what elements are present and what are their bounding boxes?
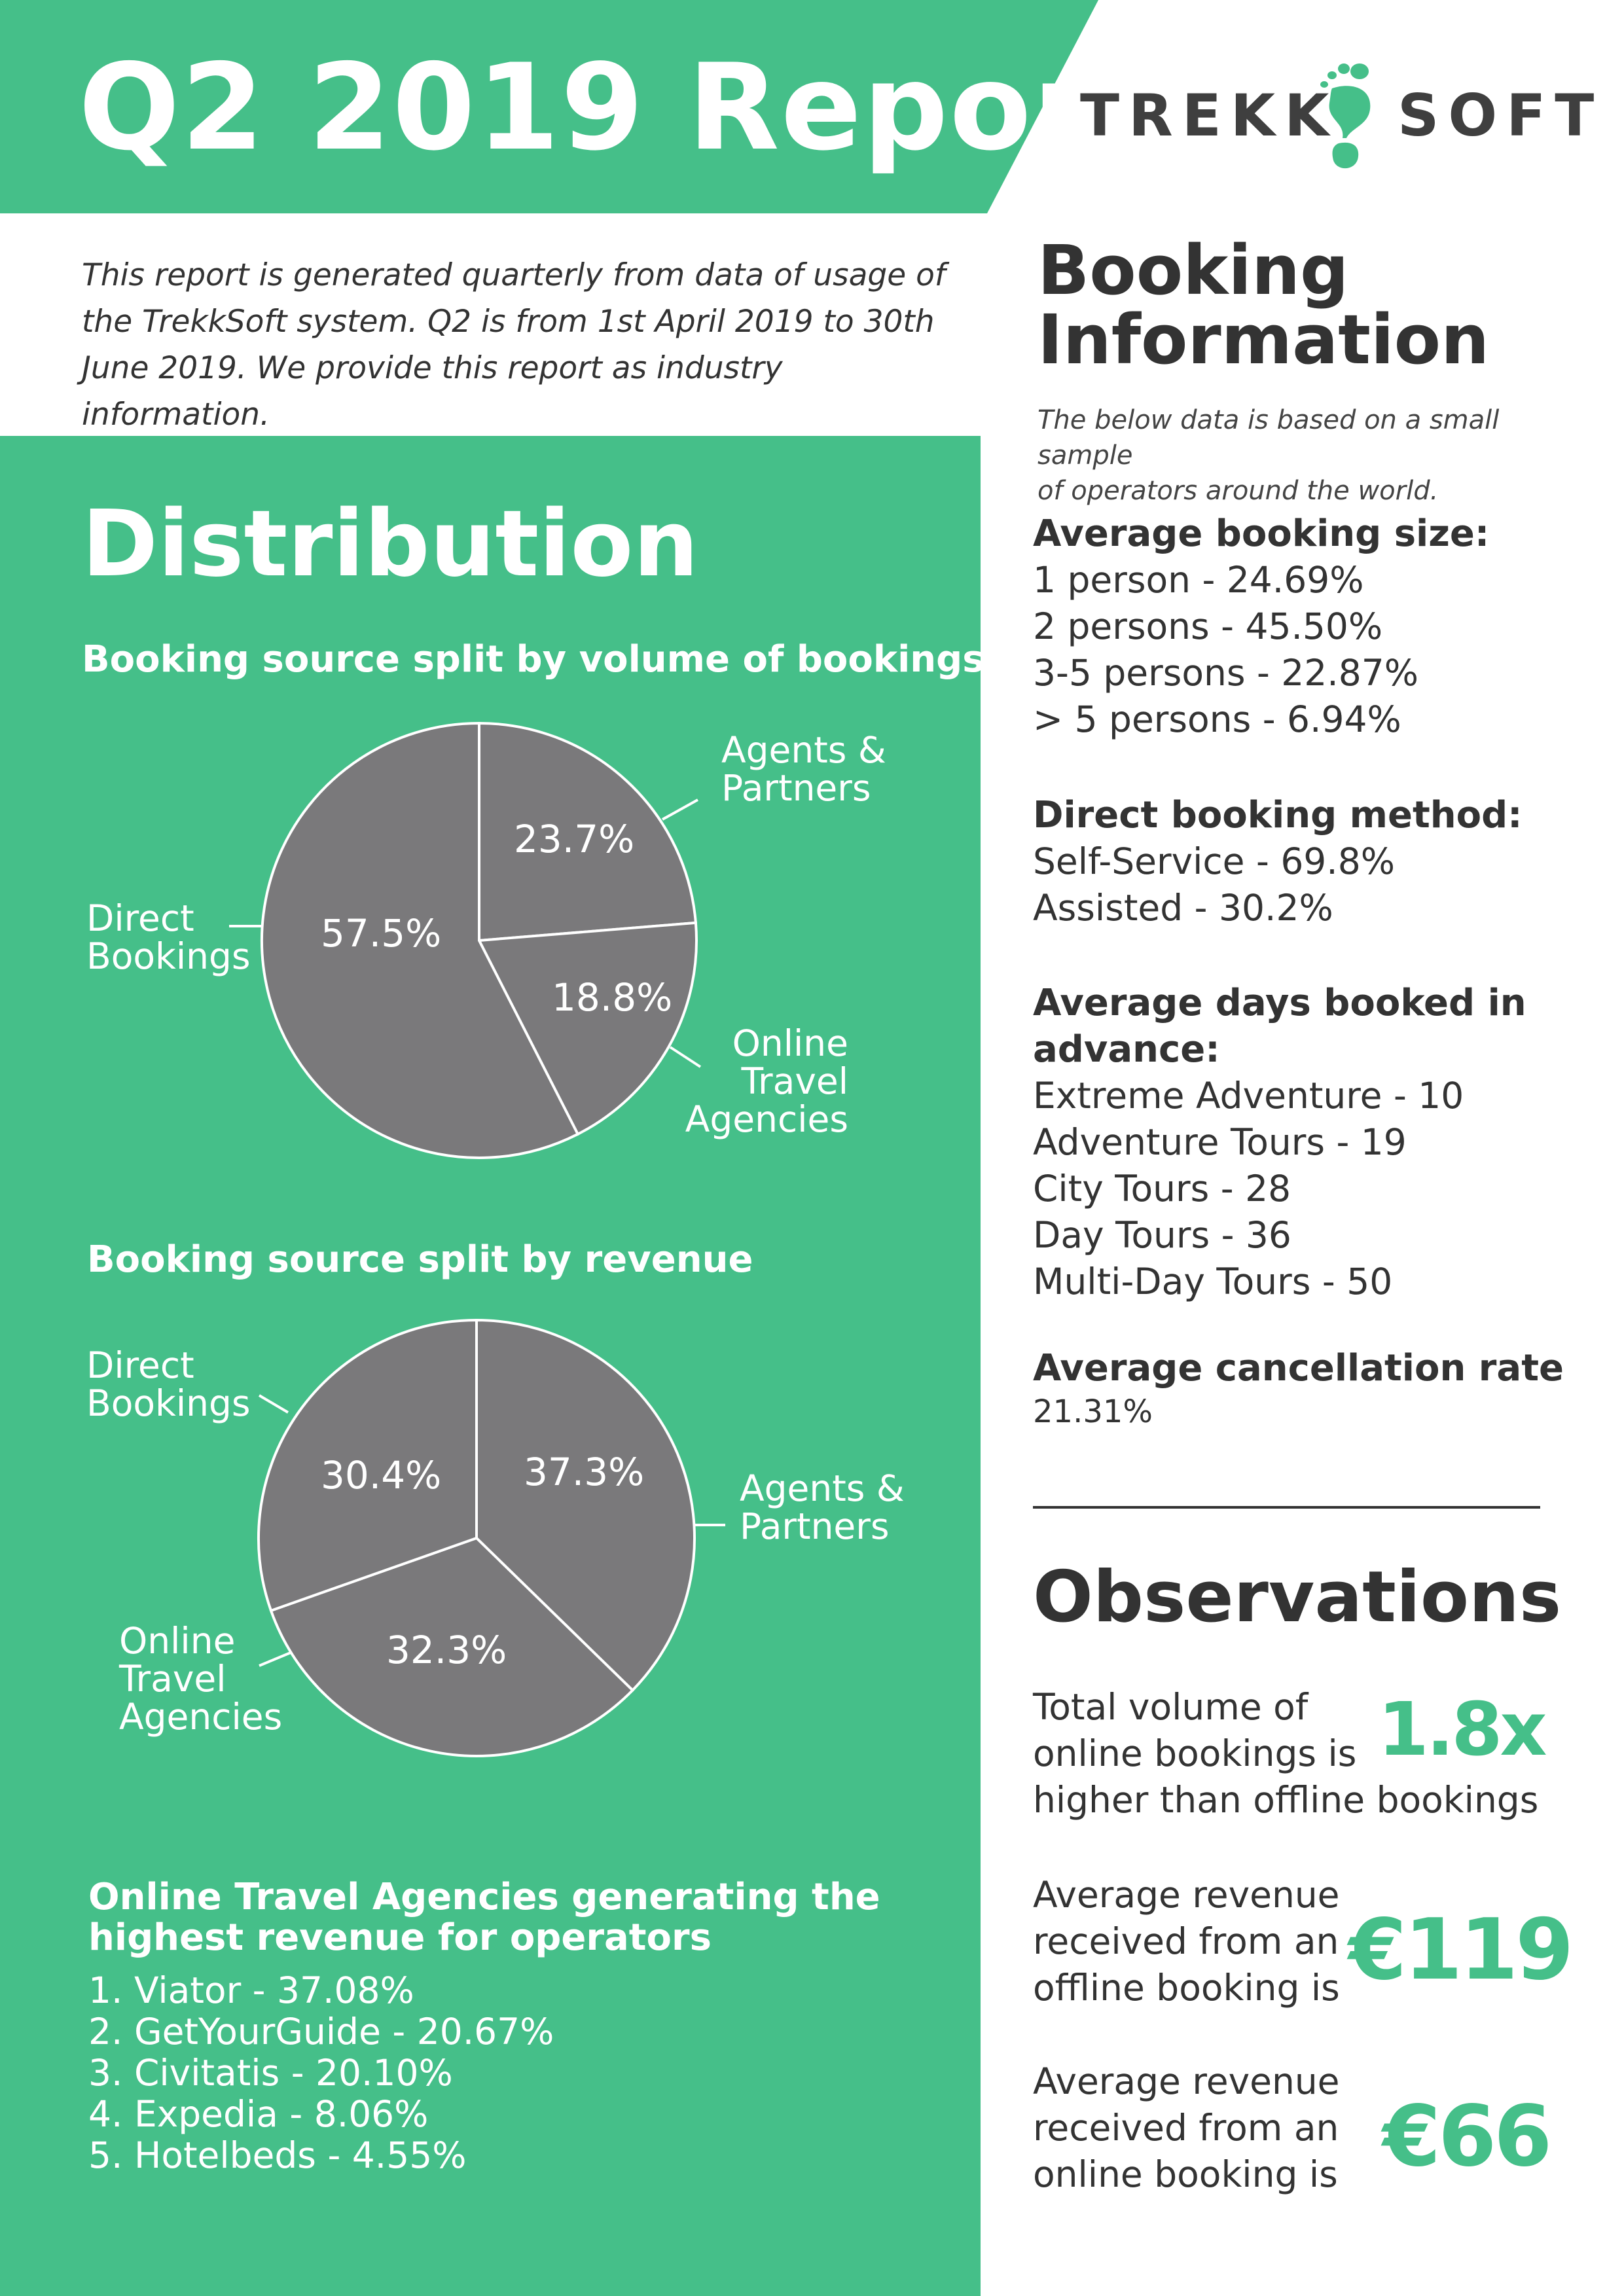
ota-heading: Online Travel Agencies generating the hi…	[88, 1876, 880, 1959]
list-item: City Tours - 28	[1033, 1168, 1291, 1210]
volume-category-ota: Online Travel Agencies	[685, 1022, 848, 1140]
list-item: > 5 persons - 6.94%	[1033, 698, 1401, 740]
section-divider	[1033, 1506, 1540, 1509]
volume-pie-chart	[261, 721, 698, 1159]
leader-lines	[229, 798, 725, 1667]
list-item: Assisted - 30.2%	[1033, 887, 1333, 929]
revenue-category-agents: Agents & Partners	[740, 1467, 905, 1547]
revenue-category-ota: Online Travel Agencies	[119, 1620, 283, 1738]
list-item: Self-Service - 69.8%	[1033, 840, 1396, 882]
leader-line-ota-volume	[669, 1046, 702, 1068]
booking-method-section: Direct booking method: Self-Service - 69…	[1033, 792, 1523, 931]
booking-info-heading: Booking Information	[1038, 230, 1490, 380]
booking-advance-heading-cont: advance:	[1033, 1028, 1220, 1071]
observation-volume: Total volume of online bookings is highe…	[1033, 1686, 1539, 1821]
logo-word-left: TREKK	[1080, 82, 1339, 149]
cancellation-heading: Average cancellation rate	[1033, 1347, 1564, 1390]
volume-label-direct: 57.5%	[321, 911, 442, 956]
observations-heading: Observations	[1033, 1556, 1562, 1638]
volume-slice-online-travel-agencies	[477, 921, 698, 1136]
observation-offline-revenue-value: €119	[1348, 1901, 1574, 1999]
observation-online-revenue: Average revenue received from an online …	[1033, 2060, 1340, 2195]
volume-slice-direct-bookings	[261, 721, 580, 1159]
revenue-label-direct: 30.4%	[321, 1453, 442, 1498]
booking-method-heading: Direct booking method:	[1033, 794, 1523, 836]
revenue-slice-agents-partners	[475, 1318, 696, 1693]
ota-ranking-list: 1. Viator - 37.08% 2. GetYourGuide - 20.…	[88, 1970, 554, 2176]
intro-text: This report is generated quarterly from …	[82, 257, 946, 433]
list-item: 3. Civitatis - 20.10%	[88, 2052, 453, 2094]
cancellation-section: Average cancellation rate 21.31%	[1033, 1345, 1564, 1432]
booking-size-heading: Average booking size:	[1033, 512, 1490, 555]
volume-category-direct: Direct Bookings	[86, 897, 251, 977]
volume-label-ota: 18.8%	[552, 975, 673, 1020]
logo-word-right: SOFT	[1398, 82, 1604, 149]
observation-online-revenue-value: €66	[1382, 2088, 1552, 2185]
volume-label-agents: 23.7%	[514, 817, 635, 861]
observation-volume-value: 1.8x	[1378, 1687, 1547, 1772]
list-item: 1. Viator - 37.08%	[88, 1969, 414, 2011]
list-item: Day Tours - 36	[1033, 1214, 1291, 1256]
revenue-label-agents: 37.3%	[524, 1450, 645, 1494]
list-item: Adventure Tours - 19	[1033, 1121, 1407, 1163]
revenue-label-ota: 32.3%	[386, 1628, 507, 1672]
list-item: 2. GetYourGuide - 20.67%	[88, 2011, 554, 2053]
volume-slice-agents-partners	[478, 721, 698, 942]
list-item: 3-5 persons - 22.87%	[1033, 652, 1419, 694]
observation-offline-revenue: Average revenue received from an offline…	[1033, 1874, 1340, 2009]
footprint-icon	[1320, 63, 1371, 169]
volume-chart-title: Booking source split by volume of bookin…	[82, 638, 984, 681]
trekksoft-logo: TREKK SOFT	[1080, 62, 1594, 180]
revenue-chart-title: Booking source split by revenue	[87, 1238, 753, 1281]
distribution-heading: Distribution	[82, 491, 699, 598]
list-item: 4. Expedia - 8.06%	[88, 2093, 429, 2135]
booking-advance-section: Average days booked in advance: Extreme …	[1033, 980, 1526, 1305]
list-item: 2 persons - 45.50%	[1033, 605, 1383, 647]
revenue-slice-online-travel-agencies	[269, 1536, 635, 1757]
cancellation-value: 21.31%	[1033, 1393, 1153, 1430]
list-item: Extreme Adventure - 10	[1033, 1075, 1464, 1117]
header-banner	[0, 0, 1098, 213]
list-item: 1 person - 24.69%	[1033, 559, 1364, 601]
booking-sample-note: The below data is based on a small sampl…	[1038, 405, 1500, 506]
list-item: Multi-Day Tours - 50	[1033, 1261, 1393, 1302]
page-title: Q2 2019 Report	[79, 38, 1151, 177]
revenue-pie-chart	[257, 1318, 696, 1757]
revenue-category-direct: Direct Bookings	[86, 1344, 251, 1424]
leader-line-agents-volume	[662, 798, 698, 821]
booking-size-section: Average booking size: 1 person - 24.69% …	[1033, 511, 1489, 743]
booking-advance-heading: Average days booked in	[1033, 982, 1526, 1024]
list-item: 5. Hotelbeds - 4.55%	[88, 2134, 467, 2176]
leader-line-ota-revenue	[259, 1651, 291, 1667]
volume-category-agents: Agents & Partners	[721, 729, 886, 809]
revenue-slice-direct-bookings	[257, 1318, 478, 1613]
pie-charts-svg	[229, 721, 725, 1757]
leader-line-direct-revenue	[258, 1394, 289, 1414]
